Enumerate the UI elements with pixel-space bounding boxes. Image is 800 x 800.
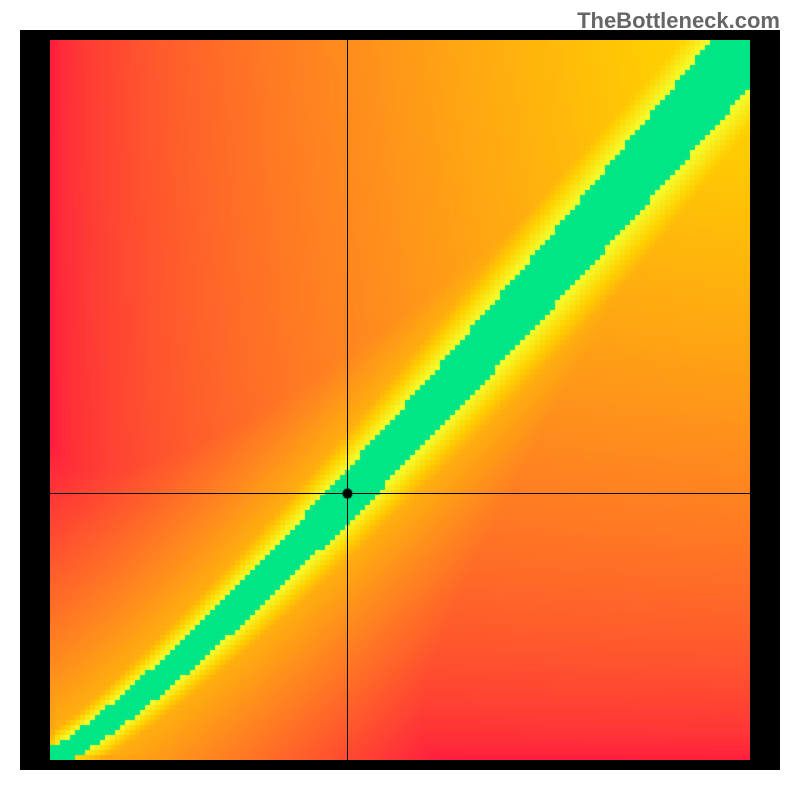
heatmap-canvas [50, 40, 750, 760]
frame-right [750, 40, 780, 760]
watermark-text: TheBottleneck.com [577, 8, 780, 34]
frame-bottom [20, 760, 780, 770]
crosshair-vertical [347, 40, 348, 760]
crosshair-horizontal [50, 493, 750, 494]
frame-left [20, 40, 50, 760]
heatmap-plot [50, 40, 750, 760]
